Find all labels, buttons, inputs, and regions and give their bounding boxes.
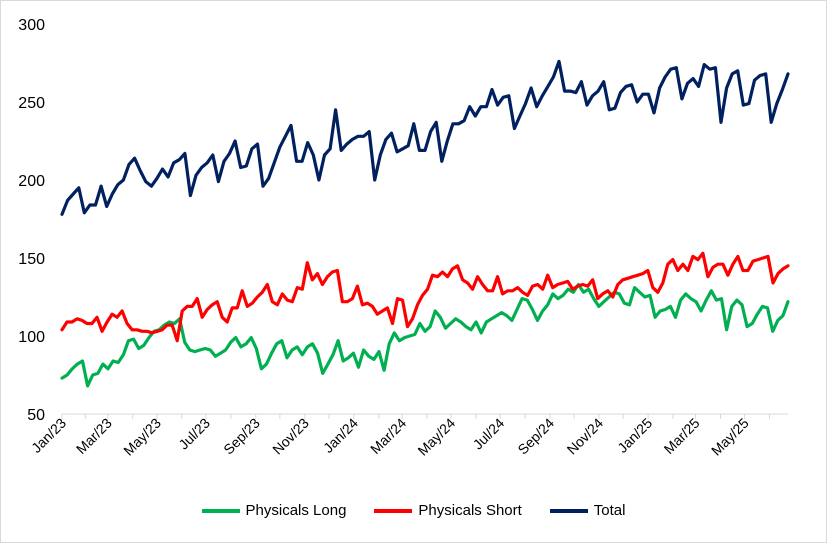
x-tick-label: Mar/23 bbox=[73, 415, 115, 457]
legend-item-total: Total bbox=[549, 502, 626, 519]
x-tick-label: Mar/24 bbox=[367, 415, 409, 457]
x-tick-label: Nov/24 bbox=[564, 415, 607, 458]
legend-label-physicals-long: Physicals Long bbox=[245, 502, 347, 519]
x-tick-label: May/25 bbox=[708, 415, 752, 459]
x-tick-label: Nov/23 bbox=[269, 415, 312, 458]
x-tick-label: Jul/23 bbox=[175, 415, 213, 453]
x-tick-label: Jan/25 bbox=[614, 415, 655, 456]
series-line-physicals-short bbox=[60, 251, 790, 343]
x-tick-label: Sep/24 bbox=[514, 415, 557, 458]
x-tick-label: Mar/25 bbox=[661, 415, 703, 457]
y-tick-label: 300 bbox=[18, 17, 45, 34]
plot-area bbox=[60, 59, 790, 388]
x-tick-label: Jul/24 bbox=[470, 415, 508, 453]
y-tick-label: 50 bbox=[27, 407, 45, 424]
legend-item-physicals-long: Physicals Long bbox=[201, 502, 347, 519]
x-tick-label: Jan/24 bbox=[320, 415, 361, 456]
legend: Physicals Long Physicals Short Total bbox=[0, 502, 827, 519]
legend-label-physicals-short: Physicals Short bbox=[418, 502, 522, 519]
legend-swatch-total bbox=[549, 508, 588, 513]
series-line-total bbox=[60, 59, 790, 216]
y-tick-label: 100 bbox=[18, 329, 45, 346]
y-tick-label: 200 bbox=[18, 173, 45, 190]
y-tick-label: 250 bbox=[18, 95, 45, 112]
x-tick-label: Sep/23 bbox=[220, 415, 263, 458]
y-tick-label: 150 bbox=[18, 251, 45, 268]
x-tick-label: May/23 bbox=[120, 415, 164, 459]
legend-label-total: Total bbox=[593, 502, 626, 519]
x-tick-label: May/24 bbox=[414, 415, 458, 459]
legend-swatch-physicals-long bbox=[201, 508, 240, 513]
series-line-physicals-long bbox=[60, 282, 790, 388]
legend-item-physicals-short: Physicals Short bbox=[374, 502, 522, 519]
legend-swatch-physicals-short bbox=[374, 508, 413, 513]
